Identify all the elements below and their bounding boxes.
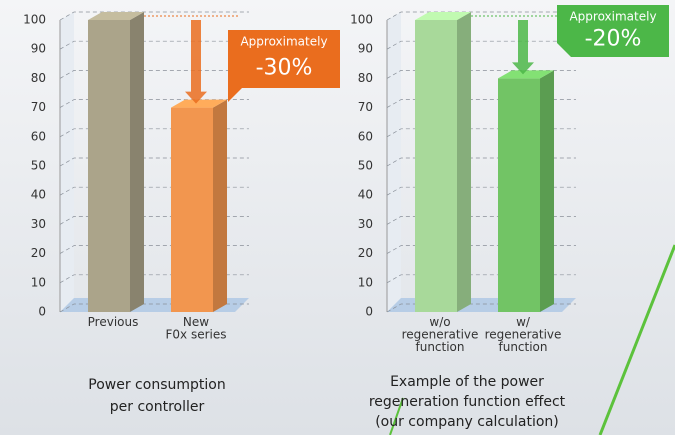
caption: Example of the power regeneration functio…: [369, 374, 566, 430]
y-tick-label: 50: [358, 159, 373, 173]
text-line: function: [415, 340, 464, 354]
y-tick-label: 0: [38, 305, 46, 319]
y-tick-label: 60: [358, 129, 373, 143]
y-tick-label: 10: [358, 275, 373, 289]
grid-line: [59, 70, 249, 79]
grid-line: [59, 216, 249, 225]
text-line: New: [183, 315, 209, 329]
bar-front: [88, 20, 130, 312]
bar-side: [130, 12, 144, 312]
text-line: Power consumption: [88, 377, 225, 393]
y-tick-label: 90: [31, 42, 46, 56]
grid-line: [386, 274, 576, 284]
bar-top: [498, 70, 554, 79]
y-tick-label: 40: [358, 188, 373, 202]
text-line: regenerative: [402, 327, 479, 341]
text-line: (our company calculation): [375, 414, 559, 430]
y-tick-label: 0: [365, 305, 373, 319]
x-tick-label: w/o regenerative function: [402, 315, 479, 354]
y-tick-label: 40: [31, 188, 46, 202]
grid-line: [386, 216, 576, 225]
y-tick-label: 20: [31, 246, 46, 260]
grid-line: [386, 186, 576, 196]
grid-line: [59, 11, 249, 21]
grid-line: [59, 274, 249, 284]
bar: [171, 99, 227, 312]
y-tick-label: 80: [358, 71, 373, 85]
bar: [498, 70, 554, 313]
arrow: [512, 20, 534, 75]
grid-line: [59, 128, 249, 138]
grid-line: [386, 128, 576, 138]
x-tick-label: New F0x series: [166, 315, 227, 342]
bar-front: [415, 20, 457, 312]
y-tick-label: 100: [350, 13, 373, 27]
bar-top: [88, 12, 144, 20]
text-line: w/o: [429, 315, 450, 329]
text-line: w/: [516, 315, 531, 329]
bar-front: [498, 78, 540, 313]
grid-line: [59, 99, 249, 108]
callout: [557, 5, 669, 57]
caption: Power consumption per controller: [88, 377, 225, 415]
bar-top: [171, 99, 227, 108]
bar-side: [457, 12, 471, 312]
grid-line: [59, 303, 249, 313]
y-tick-label: 70: [31, 100, 46, 114]
callout: [228, 30, 340, 102]
arrow: [185, 20, 207, 104]
y-tick-label: 20: [358, 246, 373, 260]
decor-line: [389, 397, 404, 435]
y-tick-label: 90: [358, 42, 373, 56]
bar-front: [171, 107, 213, 312]
annotation: Approximately: [569, 10, 656, 24]
text-line: regenerative: [485, 327, 562, 341]
grid-line: [386, 245, 576, 254]
y-tick-label: 10: [31, 275, 46, 289]
annotation: Approximately: [240, 35, 327, 49]
y-tick-label: 30: [31, 217, 46, 231]
grid-line: [386, 99, 576, 108]
grid-line: [59, 186, 249, 196]
text-line: function: [498, 340, 547, 354]
text-line: regeneration function effect: [369, 394, 566, 410]
grid-line: [386, 40, 576, 50]
y-tick-label: 70: [358, 100, 373, 114]
grid-line: [386, 70, 576, 79]
text-line: per controller: [110, 399, 205, 415]
grid-line: [59, 40, 249, 50]
text-line: Example of the power: [390, 374, 544, 390]
bar-side: [213, 99, 227, 312]
decor-line: [598, 244, 675, 435]
text-line: F0x series: [166, 327, 227, 341]
x-tick-label: w/regenerative function: [485, 315, 562, 354]
annotation: -20%: [585, 26, 642, 51]
bar-top: [415, 12, 471, 20]
bar: [415, 12, 471, 312]
y-tick-label: 80: [31, 71, 46, 85]
grid-line: [386, 157, 576, 167]
x-tick-label: Previous: [88, 315, 139, 329]
y-tick-label: 30: [358, 217, 373, 231]
y-tick-label: 50: [31, 159, 46, 173]
bar: [88, 12, 144, 312]
annotation: -30%: [256, 55, 313, 80]
y-tick-label: 100: [23, 13, 46, 27]
grid-line: [386, 11, 576, 21]
grid-line: [59, 245, 249, 254]
text-line: Previous: [88, 315, 139, 329]
grid-line: [386, 303, 576, 313]
y-tick-label: 60: [31, 129, 46, 143]
bar-side: [540, 70, 554, 313]
grid-line: [59, 157, 249, 167]
